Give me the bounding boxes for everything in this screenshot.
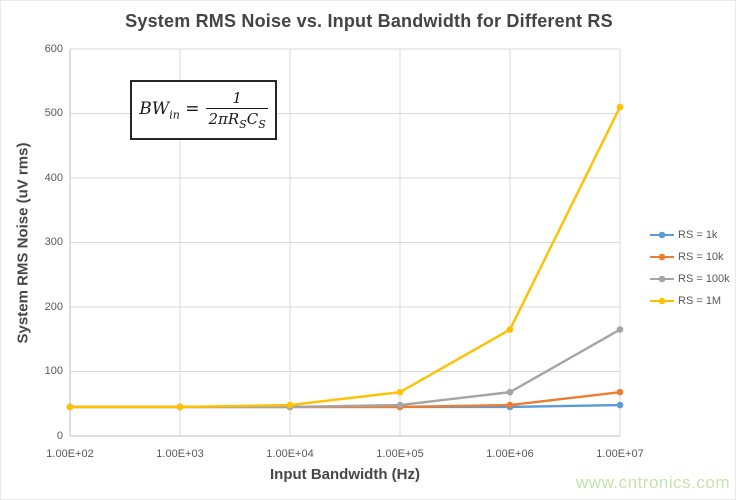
data-point bbox=[396, 388, 404, 396]
data-point bbox=[506, 388, 514, 396]
data-point bbox=[286, 401, 294, 409]
data-point bbox=[616, 326, 624, 333]
data-point bbox=[176, 403, 184, 411]
watermark: www.cntronics.com bbox=[576, 473, 730, 492]
x-tick-label: 1.00E+02 bbox=[46, 448, 94, 460]
y-tick-label: 0 bbox=[56, 429, 63, 442]
data-point bbox=[506, 401, 514, 409]
x-tick-label: 1.00E+07 bbox=[596, 448, 644, 460]
legend: RS = 1k RS = 10k RS = 100k RS = 1M bbox=[650, 224, 730, 312]
series-line-RS = 100k bbox=[68, 328, 622, 409]
legend-label: RS = 1M bbox=[678, 295, 722, 307]
data-point bbox=[506, 326, 514, 333]
legend-item: RS = 10k bbox=[650, 246, 730, 268]
x-tick-label: 1.00E+03 bbox=[156, 448, 204, 460]
legend-marker-icon bbox=[650, 275, 674, 283]
y-tick-label: 500 bbox=[44, 107, 63, 119]
legend-item: RS = 1k bbox=[650, 224, 730, 246]
formula-fraction: 1 2πRSCS bbox=[206, 89, 268, 131]
legend-label: RS = 100k bbox=[678, 273, 730, 285]
chart-title: System RMS Noise vs. Input Bandwidth for… bbox=[125, 11, 613, 31]
data-point bbox=[616, 401, 624, 409]
formula-numerator: 1 bbox=[206, 89, 268, 109]
x-tick-label: 1.00E+04 bbox=[266, 448, 314, 460]
x-tick-label: 1.00E+05 bbox=[376, 448, 424, 460]
legend-label: RS = 10k bbox=[678, 251, 724, 263]
legend-marker-icon bbox=[650, 297, 674, 305]
data-point bbox=[616, 388, 624, 396]
x-tick-label: 1.00E+06 bbox=[486, 448, 534, 460]
formula-annotation: BWin = 1 2πRSCS bbox=[130, 80, 277, 140]
data-point bbox=[616, 103, 624, 111]
legend-item: RS = 1M bbox=[650, 290, 730, 312]
y-tick-label: 200 bbox=[44, 300, 63, 313]
legend-item: RS = 100k bbox=[650, 268, 730, 290]
formula-denominator: 2πRSCS bbox=[208, 109, 266, 131]
data-point bbox=[396, 401, 404, 409]
legend-marker-icon bbox=[650, 231, 674, 239]
legend-marker-icon bbox=[650, 253, 674, 261]
series-line-RS = 1M bbox=[68, 105, 622, 409]
data-point bbox=[66, 403, 74, 411]
y-tick-label: 100 bbox=[44, 365, 63, 377]
y-tick-label: 400 bbox=[44, 171, 63, 184]
x-axis-title: Input Bandwidth (Hz) bbox=[270, 466, 420, 483]
formula-lhs: BWin = bbox=[139, 98, 200, 122]
y-axis-title: System RMS Noise (uV rms) bbox=[14, 142, 32, 344]
y-tick-label: 600 bbox=[44, 42, 63, 55]
y-tick-label: 300 bbox=[44, 236, 63, 248]
legend-label: RS = 1k bbox=[678, 229, 718, 241]
